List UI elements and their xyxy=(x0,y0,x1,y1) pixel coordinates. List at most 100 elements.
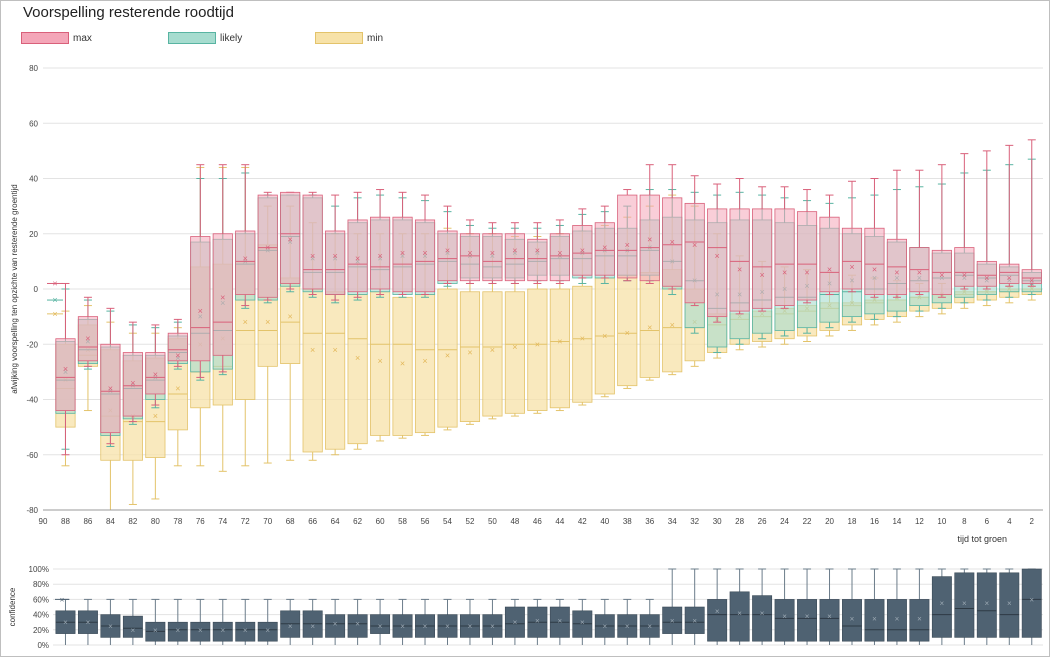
confidence-box-68: × xyxy=(280,598,301,645)
box-max-mean-marker: × xyxy=(894,267,899,277)
box-max-mean-marker: × xyxy=(962,270,967,280)
x-tick-label: 84 xyxy=(106,517,115,526)
box-max-24: × xyxy=(774,186,795,309)
confidence-tick-label: 60% xyxy=(33,595,49,604)
confidence-mean-marker: × xyxy=(1007,599,1012,608)
confidence-box-50: × xyxy=(482,598,503,645)
confidence-box xyxy=(774,599,795,642)
box-max-box xyxy=(437,230,458,282)
box-max-14: × xyxy=(886,169,907,298)
x-tick-label: 90 xyxy=(39,517,48,526)
box-max-mean-marker: × xyxy=(467,248,472,258)
confidence-tick-label: 0% xyxy=(37,641,49,650)
box-max-32: × xyxy=(684,175,705,307)
box-max-box xyxy=(796,211,818,301)
box-max-mean-marker: × xyxy=(153,370,158,380)
box-max-mean-marker: × xyxy=(377,251,382,261)
confidence-box-54: × xyxy=(437,598,458,645)
x-axis-label: tijd tot groen xyxy=(957,534,1007,544)
y-tick-label: 40 xyxy=(29,175,38,184)
confidence-box-34: × xyxy=(662,568,683,645)
box-max-box xyxy=(774,208,795,306)
confidence-box xyxy=(842,599,862,642)
confidence-mean-marker: × xyxy=(940,599,945,608)
confidence-box-56: × xyxy=(415,598,435,645)
confidence-box-80: × xyxy=(145,598,166,645)
box-max-76: × xyxy=(190,164,211,378)
box-max-box xyxy=(347,219,368,293)
x-tick-label: 82 xyxy=(128,517,137,526)
box-min-mean-marker: × xyxy=(625,328,630,338)
box-max-8: × xyxy=(954,153,975,290)
box-min-mean-marker: × xyxy=(467,348,472,358)
confidence-mean-marker: × xyxy=(962,599,967,608)
box-max-box xyxy=(257,194,278,298)
box-max-box xyxy=(235,230,256,295)
box-max-88: × xyxy=(55,282,76,456)
confidence-box xyxy=(1021,568,1042,638)
box-max-box xyxy=(572,225,593,276)
y-tick-label: 80 xyxy=(29,64,38,73)
confidence-mean-marker: × xyxy=(1029,595,1034,604)
x-tick-label: 6 xyxy=(985,517,990,526)
confidence-box xyxy=(167,621,188,642)
legend-label-likely: likely xyxy=(220,32,243,44)
confidence-mean-marker: × xyxy=(850,614,855,623)
box-max-50: × xyxy=(482,222,503,284)
box-max-box xyxy=(864,227,885,295)
box-max-46: × xyxy=(527,222,548,284)
confidence-box xyxy=(819,599,840,642)
box-max-mean-marker: × xyxy=(827,265,832,275)
box-max-64: × xyxy=(325,194,346,301)
box-min-mean-marker: × xyxy=(377,356,382,366)
confidence-box-60: × xyxy=(370,598,391,645)
x-tick-label: 4 xyxy=(1007,517,1012,526)
confidence-mean-marker: × xyxy=(490,622,495,631)
box-max-18: × xyxy=(841,180,863,293)
box-min-box xyxy=(527,288,548,411)
confidence-mean-marker: × xyxy=(175,626,180,635)
confidence-mean-marker: × xyxy=(288,622,293,631)
confidence-box xyxy=(999,572,1020,638)
confidence-box xyxy=(729,591,750,642)
confidence-box-32: × xyxy=(684,568,705,645)
box-max-box xyxy=(954,247,975,287)
box-max-box xyxy=(482,233,503,282)
confidence-box-18: × xyxy=(842,568,862,645)
box-min-box xyxy=(482,291,503,417)
box-max-mean-marker: × xyxy=(939,270,944,280)
confidence-mean-marker: × xyxy=(715,607,720,616)
box-max-36: × xyxy=(639,164,660,284)
confidence-box-26: × xyxy=(752,568,773,645)
confidence-box-40: × xyxy=(594,598,615,645)
box-min-box xyxy=(549,288,570,409)
x-tick-label: 70 xyxy=(263,517,272,526)
confidence-box-36: × xyxy=(639,598,660,645)
box-min-mean-marker: × xyxy=(153,411,158,421)
box-max-mean-marker: × xyxy=(130,378,135,388)
confidence-mean-marker: × xyxy=(872,614,877,623)
confidence-box-24: × xyxy=(774,568,795,645)
box-max-mean-marker: × xyxy=(243,254,248,264)
confidence-box-74: × xyxy=(212,598,233,645)
x-tick-label: 16 xyxy=(870,517,879,526)
box-max-mean-marker: × xyxy=(715,251,720,261)
confidence-box-66: × xyxy=(302,598,323,645)
confidence-box xyxy=(190,621,211,642)
box-min-mean-marker: × xyxy=(490,345,495,355)
confidence-mean-marker: × xyxy=(625,622,630,631)
x-tick-label: 32 xyxy=(690,517,699,526)
box-max-26: × xyxy=(752,186,773,312)
box-min-box xyxy=(504,291,525,414)
box-max-mean-marker: × xyxy=(984,273,989,283)
confidence-mean-marker: × xyxy=(468,622,473,631)
confidence-box-46: × xyxy=(527,598,548,645)
box-min-mean-marker: × xyxy=(288,312,293,322)
x-tick-label: 22 xyxy=(803,517,812,526)
box-max-20: × xyxy=(819,194,840,296)
y-tick-label: 0 xyxy=(34,285,39,294)
confidence-box-70: × xyxy=(257,598,278,645)
box-max-56: × xyxy=(414,194,436,296)
box-min-box xyxy=(347,294,368,445)
